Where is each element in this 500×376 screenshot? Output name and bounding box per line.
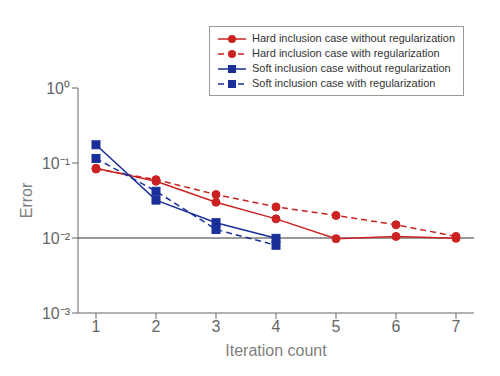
svg-text:7: 7 xyxy=(452,318,461,335)
svg-text:Error: Error xyxy=(18,182,35,218)
html-text:Hard inclusion case with regul: Hard inclusion case with regularization xyxy=(252,47,440,59)
svg-text:6: 6 xyxy=(392,318,401,335)
svg-text:1: 1 xyxy=(92,318,101,335)
svg-text:Iteration count: Iteration count xyxy=(225,342,327,359)
svg-text:10⁻²: 10⁻² xyxy=(42,230,71,247)
svg-text:10⁻¹: 10⁻¹ xyxy=(42,155,70,172)
svg-text:5: 5 xyxy=(332,318,341,335)
svg-text:10⁰: 10⁰ xyxy=(46,80,70,97)
svg-text:10⁻³: 10⁻³ xyxy=(42,305,71,322)
html-text:Hard inclusion case without re: Hard inclusion case without regularizati… xyxy=(252,32,455,44)
svg-text:4: 4 xyxy=(272,318,281,335)
svg-text:2: 2 xyxy=(152,318,161,335)
html-text:Soft inclusion case without re: Soft inclusion case without regularizati… xyxy=(252,62,451,74)
svg-text:3: 3 xyxy=(212,318,221,335)
html-text:Soft inclusion case with regul: Soft inclusion case with regularization xyxy=(252,77,436,89)
